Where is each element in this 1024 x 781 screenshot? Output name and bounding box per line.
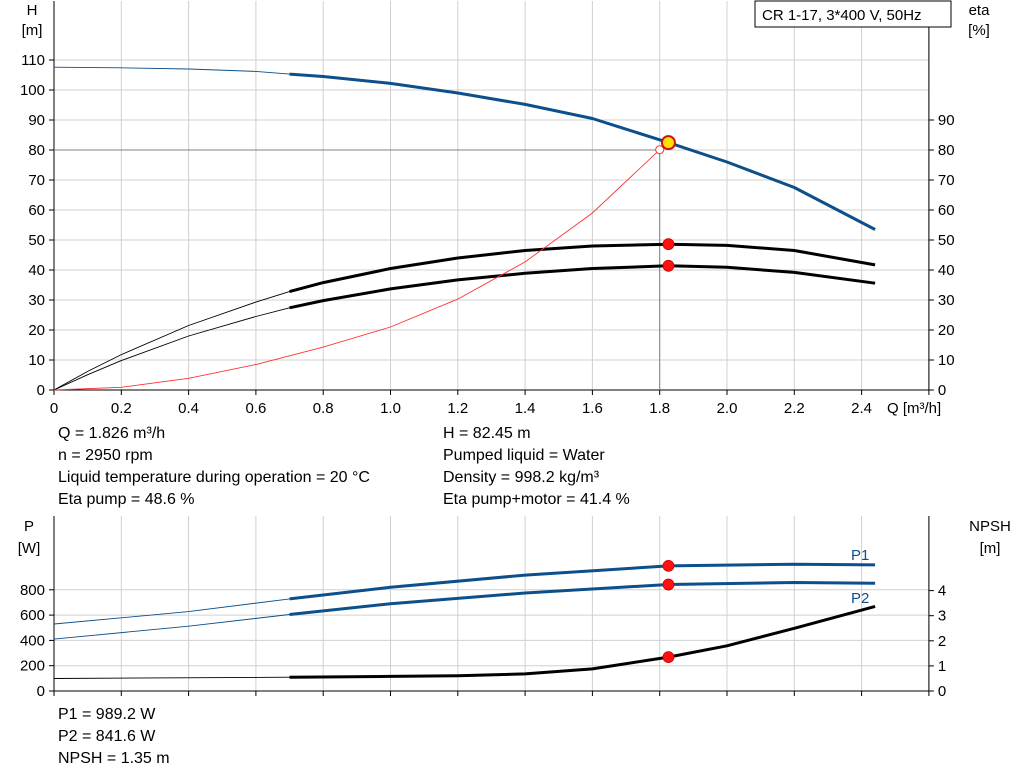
info-eta-total: Eta pump+motor = 41.4 % [443, 491, 630, 508]
info-head: H = 82.45 m [443, 425, 531, 442]
info-liquid-temp: Liquid temperature during operation = 20… [58, 469, 370, 486]
info-pumped-liquid: Pumped liquid = Water [443, 447, 605, 464]
top-eta_pump-curve [289, 242, 876, 294]
duty-point-marker [660, 135, 676, 151]
top-left-tick-label: 20 [28, 322, 45, 339]
top-system-curve [53, 149, 661, 391]
top-left-tick-label: 40 [28, 262, 45, 279]
top-left-tick-label: 100 [20, 82, 45, 99]
info-speed: n = 2950 rpm [58, 447, 153, 464]
top-y-right-label-line1: eta [969, 2, 991, 19]
info-p1: P1 = 989.2 W [58, 706, 156, 723]
bottom-right-tick-label: 3 [938, 608, 946, 625]
top-left-tick-label: 60 [28, 202, 45, 219]
top-eta_total-curve [289, 264, 876, 310]
duty-info-left: Q = 1.826 m³/h n = 2950 rpm Liquid tempe… [58, 423, 370, 511]
legend-box-text: CR 1-17, 3*400 V, 50Hz [762, 7, 922, 24]
bottom-y-right-label-line1: NPSH [969, 518, 1011, 535]
top-eta_total-duty-marker [662, 259, 675, 272]
top-x-tick-label: 0.4 [178, 400, 199, 417]
top-right-tick-label: 30 [938, 292, 955, 309]
top-right-tick-label: 90 [938, 112, 955, 129]
bottom-P1-duty-marker [662, 559, 675, 572]
legend-box: CR 1-17, 3*400 V, 50Hz [754, 0, 952, 28]
top-y-left-label-line1: H [27, 2, 38, 19]
info-density: Density = 998.2 kg/m³ [443, 469, 600, 486]
bottom-right-tick-label: 4 [938, 583, 946, 600]
top-left-tick-label: 50 [28, 232, 45, 249]
top-x-tick-label: 1.8 [649, 400, 670, 417]
bottom-NPSH-curve [289, 604, 876, 679]
p1-series-label: P1 [851, 547, 869, 564]
top-right-tick-label: 80 [938, 142, 955, 159]
top-x-tick-label: 0.2 [111, 400, 132, 417]
top-H-curve-thin [53, 66, 290, 75]
system-curve-end-marker [655, 145, 665, 155]
bottom-P2-curve [289, 581, 876, 616]
top-y-left-label-line2: [m] [22, 22, 43, 39]
duty-info-right: H = 82.45 m Pumped liquid = Water Densit… [443, 423, 630, 511]
top-x-tick-label: 1.4 [515, 400, 536, 417]
bottom-left-tick-label: 400 [20, 632, 45, 649]
bottom-left-tick-label: 200 [20, 658, 45, 675]
info-p2: P2 = 841.6 W [58, 728, 156, 745]
info-npsh: NPSH = 1.35 m [58, 750, 170, 767]
top-left-tick-label: 110 [21, 52, 45, 69]
top-x-tick-label: 2.4 [851, 400, 872, 417]
top-right-tick-label: 20 [938, 322, 955, 339]
bottom-left-tick-label: 0 [37, 683, 45, 700]
info-eta-pump: Eta pump = 48.6 % [58, 491, 195, 508]
top-left-tick-label: 0 [37, 382, 45, 399]
bottom-NPSH-duty-marker [662, 651, 675, 664]
top-right-tick-label: 60 [938, 202, 955, 219]
top-x-tick-label: 2.0 [717, 400, 738, 417]
top-right-tick-label: 0 [938, 382, 946, 399]
bottom-right-tick-label: 2 [938, 633, 946, 650]
top-left-tick-label: 70 [28, 172, 45, 189]
p2-series-label: P2 [851, 590, 869, 607]
top-x-tick-label: 1.6 [582, 400, 603, 417]
top-x-axis-label: Q [m³/h] [887, 400, 941, 417]
top-x-tick-label: 2.2 [784, 400, 805, 417]
bottom-left-tick-label: 800 [20, 582, 45, 599]
bottom-y-left-label-line1: P [24, 518, 34, 535]
bottom-right-tick-label: 1 [938, 658, 946, 675]
bottom-P1-curve [289, 562, 876, 601]
bottom-left-tick-label: 600 [20, 607, 45, 624]
top-right-tick-label: 40 [938, 262, 955, 279]
bottom-P2-curve-thin [53, 614, 290, 640]
top-right-tick-label: 10 [938, 352, 955, 369]
power-info: P1 = 989.2 W P2 = 841.6 W NPSH = 1.35 m [58, 704, 170, 770]
top-right-tick-label: 70 [938, 172, 955, 189]
bottom-y-right-label-line2: [m] [980, 540, 1001, 557]
top-eta_pump-curve-thin [53, 291, 290, 391]
top-eta_total-curve-thin [53, 307, 290, 391]
bottom-NPSH-curve-thin [53, 676, 290, 679]
bottom-P2-duty-marker [662, 578, 675, 591]
top-x-tick-label: 1.0 [380, 400, 401, 417]
info-flow: Q = 1.826 m³/h [58, 425, 166, 442]
top-left-tick-label: 80 [28, 142, 45, 159]
top-left-tick-label: 10 [28, 352, 45, 369]
bottom-y-left-label-line2: [W] [18, 540, 41, 557]
top-left-tick-label: 30 [28, 292, 45, 309]
top-x-tick-label: 0 [50, 400, 58, 417]
top-x-tick-label: 0.8 [313, 400, 334, 417]
top-H-curve [289, 72, 876, 231]
bottom-P1-curve-thin [53, 598, 290, 625]
top-x-tick-label: 1.2 [447, 400, 468, 417]
top-x-tick-label: 0.6 [245, 400, 266, 417]
top-y-right-label-line2: [%] [968, 22, 990, 39]
bottom-right-tick-label: 0 [938, 683, 946, 700]
top-eta_pump-duty-marker [662, 238, 675, 251]
top-left-tick-label: 90 [28, 112, 45, 129]
top-right-tick-label: 50 [938, 232, 955, 249]
